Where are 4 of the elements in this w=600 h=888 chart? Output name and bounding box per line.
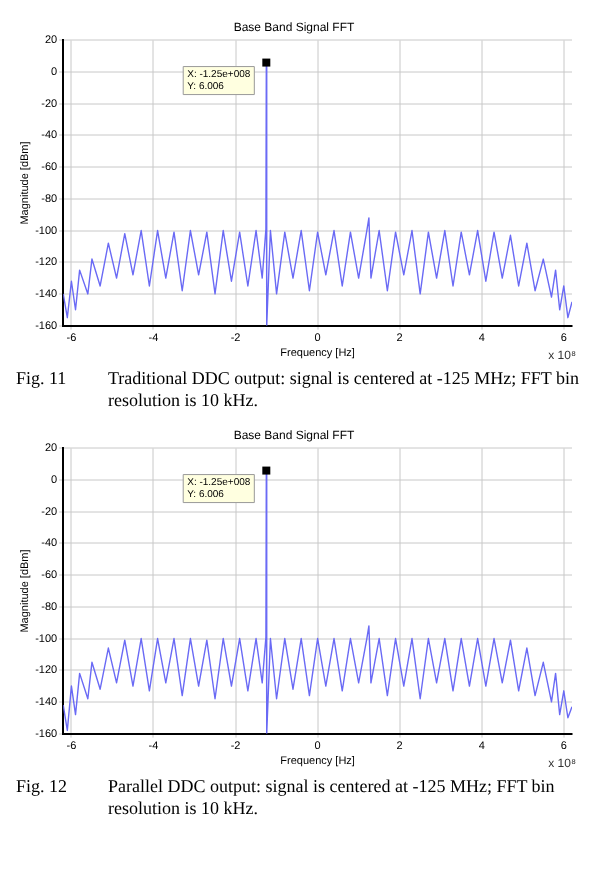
caption: Fig. 11 bbox=[16, 368, 69, 392]
caption: Fig. 12 bbox=[16, 776, 70, 800]
text: Traditional DDC output: signal is centered at -125 MHz; FFT bin resolution is 10 kHz. bbox=[108, 368, 581, 412]
text: Parallel DDC output: signal is centered at -125 MHz; FFT bin resolution is 10 kHz. bbox=[108, 776, 557, 820]
